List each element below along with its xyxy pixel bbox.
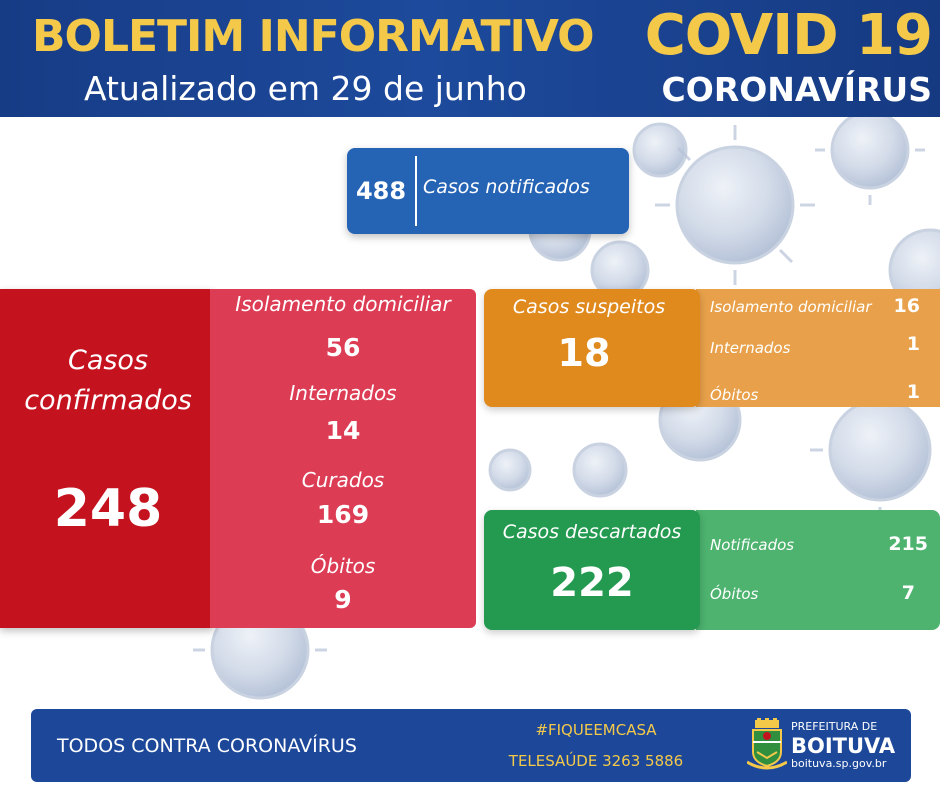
suspected-hospitalized-label: Internados (710, 339, 791, 357)
suspected-deaths-label: Óbitos (710, 386, 759, 404)
discarded-cases-card: Casos descartados 222 (484, 510, 700, 630)
notified-cases-card: 488 Casos notificados (347, 148, 629, 234)
suspected-cases-card: Casos suspeitos 18 (484, 289, 700, 407)
confirmed-home-isolation-label: Isolamento domiciliar (235, 292, 451, 316)
suspected-cases-label: Casos suspeitos (512, 296, 666, 318)
confirmed-recovered-value: 169 (316, 500, 370, 529)
suspected-deaths-value: 1 (906, 381, 920, 403)
confirmed-details-card: Isolamento domiciliar 56 Internados 14 C… (210, 289, 476, 628)
coronavirus-title: CORONAVÍRUS (661, 70, 932, 109)
stay-home-hashtag: #FIQUEEMCASA (535, 721, 657, 739)
prefeitura-label: PREFEITURA DE (791, 720, 878, 733)
discarded-deaths-value: 7 (901, 582, 915, 604)
city-website: boituva.sp.gov.br (791, 757, 887, 770)
suspected-cases-value: 18 (557, 331, 611, 375)
covid-title: COVID 19 (644, 3, 933, 68)
notified-divider (415, 156, 417, 226)
notified-cases-value: 488 (355, 177, 407, 205)
discarded-details-card: Notificados 215 Óbitos 7 (696, 510, 940, 630)
discarded-deaths-label: Óbitos (710, 585, 759, 603)
confirmed-hospitalized-label: Internados (289, 381, 397, 405)
confirmed-cases-label: Casos confirmados (0, 341, 216, 421)
suspected-hospitalized-value: 1 (906, 333, 920, 355)
confirmed-home-isolation-value: 56 (325, 333, 361, 362)
discarded-notified-label: Notificados (710, 536, 795, 554)
update-date: Atualizado em 29 de junho (84, 69, 527, 108)
header-banner: BOLETIM INFORMATIVO Atualizado em 29 de … (0, 0, 940, 117)
discarded-cases-label: Casos descartados (502, 521, 682, 543)
footer-slogan: TODOS CONTRA CORONAVÍRUS (57, 734, 357, 757)
confirmed-hospitalized-value: 14 (325, 416, 361, 445)
city-name: BOITUVA (791, 734, 896, 758)
suspected-details-card: Isolamento domiciliar 16 Internados 1 Ób… (696, 289, 940, 407)
bulletin-title: BOLETIM INFORMATIVO (32, 11, 595, 62)
confirmed-recovered-label: Curados (301, 468, 385, 492)
telesaude-phone: TELESAÚDE 3263 5886 (508, 752, 684, 770)
confirmed-label-line2: confirmados (24, 385, 192, 416)
discarded-cases-value: 222 (550, 560, 634, 606)
discarded-notified-value: 215 (888, 533, 928, 555)
suspected-home-isolation-label: Isolamento domiciliar (710, 298, 872, 316)
city-crest-icon (747, 718, 787, 770)
footer-banner: TODOS CONTRA CORONAVÍRUS #FIQUEEMCASA TE… (31, 709, 911, 782)
confirmed-cases-value: 248 (53, 479, 163, 539)
confirmed-deaths-label: Óbitos (310, 554, 376, 578)
confirmed-label-line1: Casos (67, 345, 149, 376)
confirmed-cases-card: Casos confirmados 248 (0, 289, 216, 628)
notified-cases-label: Casos notificados (423, 176, 590, 198)
confirmed-deaths-value: 9 (334, 585, 352, 614)
suspected-home-isolation-value: 16 (893, 295, 920, 317)
